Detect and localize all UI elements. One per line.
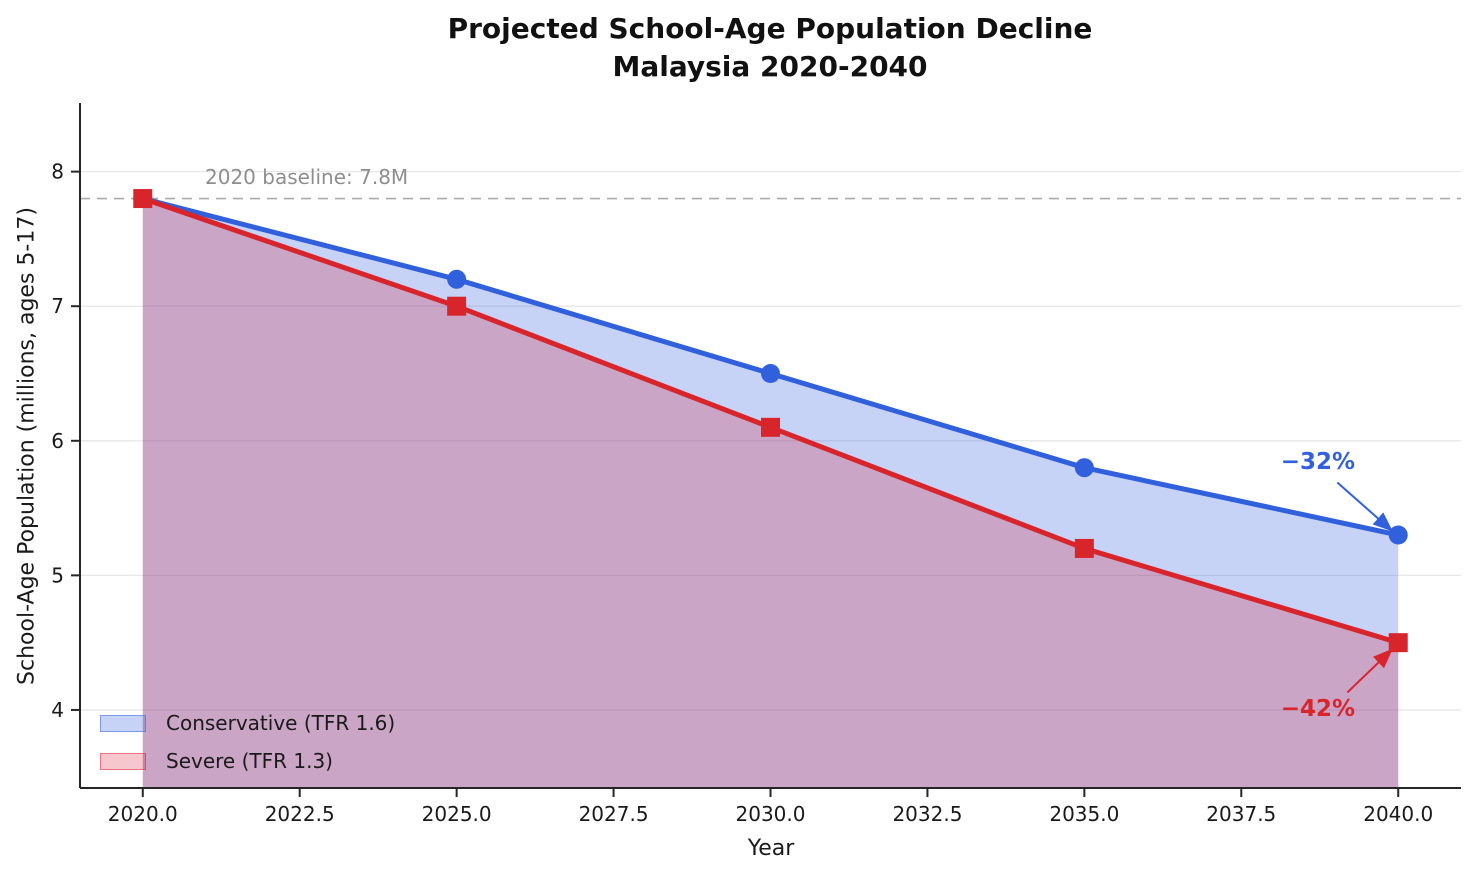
x-axis-label: Year	[747, 836, 795, 861]
baseline-annotation-label: 2020 baseline: 7.8M	[205, 165, 409, 189]
x-tick-label: 2020.0	[108, 802, 178, 826]
chart-title-line1: Projected School-Age Population Decline	[447, 12, 1093, 45]
marker-circle	[761, 364, 780, 384]
annotation-arrow-1	[1346, 648, 1393, 694]
legend-item-conservative: Conservative (TFR 1.6)	[100, 711, 395, 735]
legend-swatch-severe	[100, 752, 146, 770]
x-tick-label: 2022.5	[265, 802, 335, 826]
y-axis-label: School-Age Population (millions, ages 5-…	[14, 207, 40, 685]
marker-square	[1074, 538, 1094, 558]
annotation-arrow-0	[1336, 481, 1393, 532]
legend-label-conservative: Conservative (TFR 1.6)	[166, 711, 396, 735]
marker-circle	[1074, 458, 1094, 478]
annotation-conservative-decline: −32%	[1280, 449, 1356, 476]
x-tick-label: 2035.0	[1049, 802, 1119, 826]
marker-square	[133, 189, 153, 209]
marker-circle	[447, 269, 467, 289]
chart-title-line2: Malaysia 2020-2040	[612, 50, 928, 83]
x-tick-label: 2040.0	[1363, 802, 1433, 826]
y-tick-label: 8	[51, 160, 64, 184]
series-area-0	[142, 198, 1399, 788]
y-tick-label: 7	[51, 294, 64, 318]
marker-square	[761, 417, 780, 437]
y-tick-label: 5	[51, 563, 64, 587]
legend: Conservative (TFR 1.6) Severe (TFR 1.3)	[100, 711, 395, 773]
y-tick-label: 6	[51, 429, 64, 453]
x-tick-label: 2032.5	[892, 802, 962, 826]
legend-item-severe: Severe (TFR 1.3)	[100, 749, 395, 773]
marker-circle	[1388, 525, 1408, 545]
x-tick-label: 2027.5	[579, 802, 649, 826]
marker-square	[1388, 633, 1408, 653]
marker-square	[447, 296, 467, 316]
legend-swatch-conservative	[100, 714, 146, 732]
annotation-severe-decline: −42%	[1280, 695, 1356, 722]
chart-title: Projected School-Age Population Decline …	[448, 10, 1093, 86]
series-area-1	[142, 198, 1399, 788]
x-tick-label: 2030.0	[736, 802, 806, 826]
y-tick-label: 4	[51, 698, 64, 722]
x-tick-label: 2037.5	[1206, 802, 1276, 826]
x-tick-label: 2025.0	[422, 802, 492, 826]
legend-label-severe: Severe (TFR 1.3)	[166, 749, 333, 773]
